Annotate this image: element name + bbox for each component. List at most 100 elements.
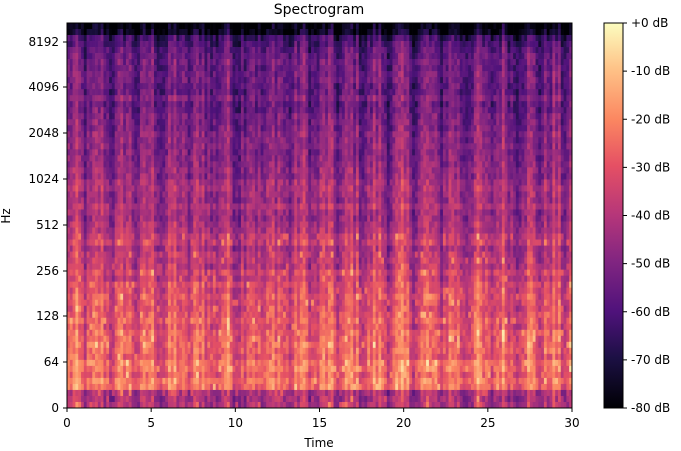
heatmap-cell: [156, 173, 160, 180]
heatmap-cell: [355, 173, 360, 180]
heatmap-cell: [333, 47, 337, 54]
heatmap-cell: [153, 137, 158, 144]
heatmap-cell: [297, 59, 301, 66]
heatmap-cell: [563, 107, 567, 114]
heatmap-cell: [400, 125, 405, 132]
heatmap-cell: [426, 53, 430, 60]
heatmap-cell: [414, 101, 419, 108]
heatmap-cell: [462, 65, 466, 72]
heatmap-cell: [280, 71, 284, 78]
heatmap-cell: [490, 65, 494, 72]
heatmap-cell: [493, 71, 497, 78]
heatmap-cell: [322, 185, 326, 192]
heatmap-cell: [246, 113, 250, 120]
heatmap-cell: [81, 47, 85, 54]
heatmap-cell: [364, 101, 368, 108]
heatmap-cell: [151, 161, 155, 168]
heatmap-cell: [224, 185, 228, 192]
heatmap-cell: [274, 125, 278, 132]
heatmap-cell: [106, 35, 110, 42]
heatmap-cell: [120, 143, 124, 150]
heatmap-cell: [535, 179, 539, 186]
heatmap-cell: [367, 77, 371, 84]
heatmap-cell: [128, 143, 132, 150]
heatmap-cell: [454, 65, 458, 72]
heatmap-cell: [111, 149, 116, 156]
heatmap-cell: [339, 131, 343, 138]
heatmap-cell: [109, 161, 113, 168]
heatmap-cell: [529, 173, 534, 180]
heatmap-cell: [294, 29, 298, 36]
heatmap-cell: [434, 185, 438, 192]
heatmap-cell: [215, 29, 219, 36]
heatmap-cell: [431, 53, 435, 60]
heatmap-cell: [552, 89, 556, 96]
heatmap-cell: [504, 65, 508, 72]
heatmap-cell: [543, 167, 548, 174]
heatmap-cell: [72, 131, 76, 138]
heatmap-cell: [226, 29, 231, 36]
heatmap-cell: [86, 149, 90, 156]
heatmap-cell: [445, 41, 449, 48]
heatmap-cell: [128, 179, 132, 186]
heatmap-cell: [120, 29, 124, 36]
heatmap-cell: [201, 149, 205, 156]
heatmap-cell: [280, 83, 284, 90]
heatmap-cell: [412, 71, 416, 78]
heatmap-cell: [395, 89, 399, 96]
heatmap-cell: [159, 113, 163, 120]
heatmap-cell: [549, 23, 553, 30]
heatmap-cell: [375, 161, 379, 168]
heatmap-cell: [403, 59, 407, 66]
heatmap-cell: [417, 173, 421, 180]
heatmap-cell: [285, 101, 289, 108]
heatmap-cell: [566, 89, 570, 96]
heatmap-cell: [420, 65, 424, 72]
heatmap-cell: [392, 173, 396, 180]
heatmap-cell: [187, 149, 191, 156]
heatmap-cell: [142, 71, 146, 78]
heatmap-cell: [283, 53, 287, 60]
heatmap-cell: [406, 113, 410, 120]
heatmap-cell: [100, 77, 104, 84]
heatmap-cell: [288, 137, 292, 144]
heatmap-cell: [555, 47, 559, 54]
heatmap-cell: [490, 41, 494, 48]
heatmap-cell: [78, 125, 82, 132]
heatmap-cell: [106, 83, 110, 90]
heatmap-cell: [543, 23, 548, 30]
heatmap-cell: [285, 23, 289, 30]
heatmap-cell: [395, 143, 399, 150]
heatmap-cell: [445, 125, 449, 132]
heatmap-cell: [196, 107, 200, 114]
heatmap-cell: [274, 71, 278, 78]
heatmap-cell: [482, 77, 486, 84]
heatmap-cell: [459, 29, 463, 36]
heatmap-cell: [555, 59, 559, 66]
heatmap-cell: [294, 23, 298, 30]
heatmap-cell: [156, 143, 160, 150]
heatmap-cell: [201, 77, 205, 84]
heatmap-cell: [226, 179, 231, 186]
heatmap-cell: [266, 143, 270, 150]
heatmap-cell: [358, 167, 362, 174]
heatmap-cell: [420, 29, 424, 36]
heatmap-cell: [156, 125, 160, 132]
heatmap-cell: [521, 119, 525, 126]
heatmap-cell: [291, 77, 295, 84]
heatmap-cell: [330, 23, 334, 30]
heatmap-cell: [168, 131, 172, 138]
heatmap-cell: [473, 155, 477, 162]
heatmap-cell: [367, 131, 371, 138]
heatmap-cell: [114, 179, 118, 186]
heatmap-cell: [437, 113, 441, 120]
heatmap-cell: [496, 35, 500, 42]
heatmap-cell: [134, 41, 138, 48]
heatmap-cell: [187, 29, 191, 36]
heatmap-cell: [294, 101, 298, 108]
heatmap-cell: [263, 53, 267, 60]
heatmap-cell: [448, 149, 452, 156]
heatmap-cell: [173, 101, 177, 108]
heatmap-cell: [139, 59, 144, 66]
heatmap-cell: [527, 125, 531, 132]
